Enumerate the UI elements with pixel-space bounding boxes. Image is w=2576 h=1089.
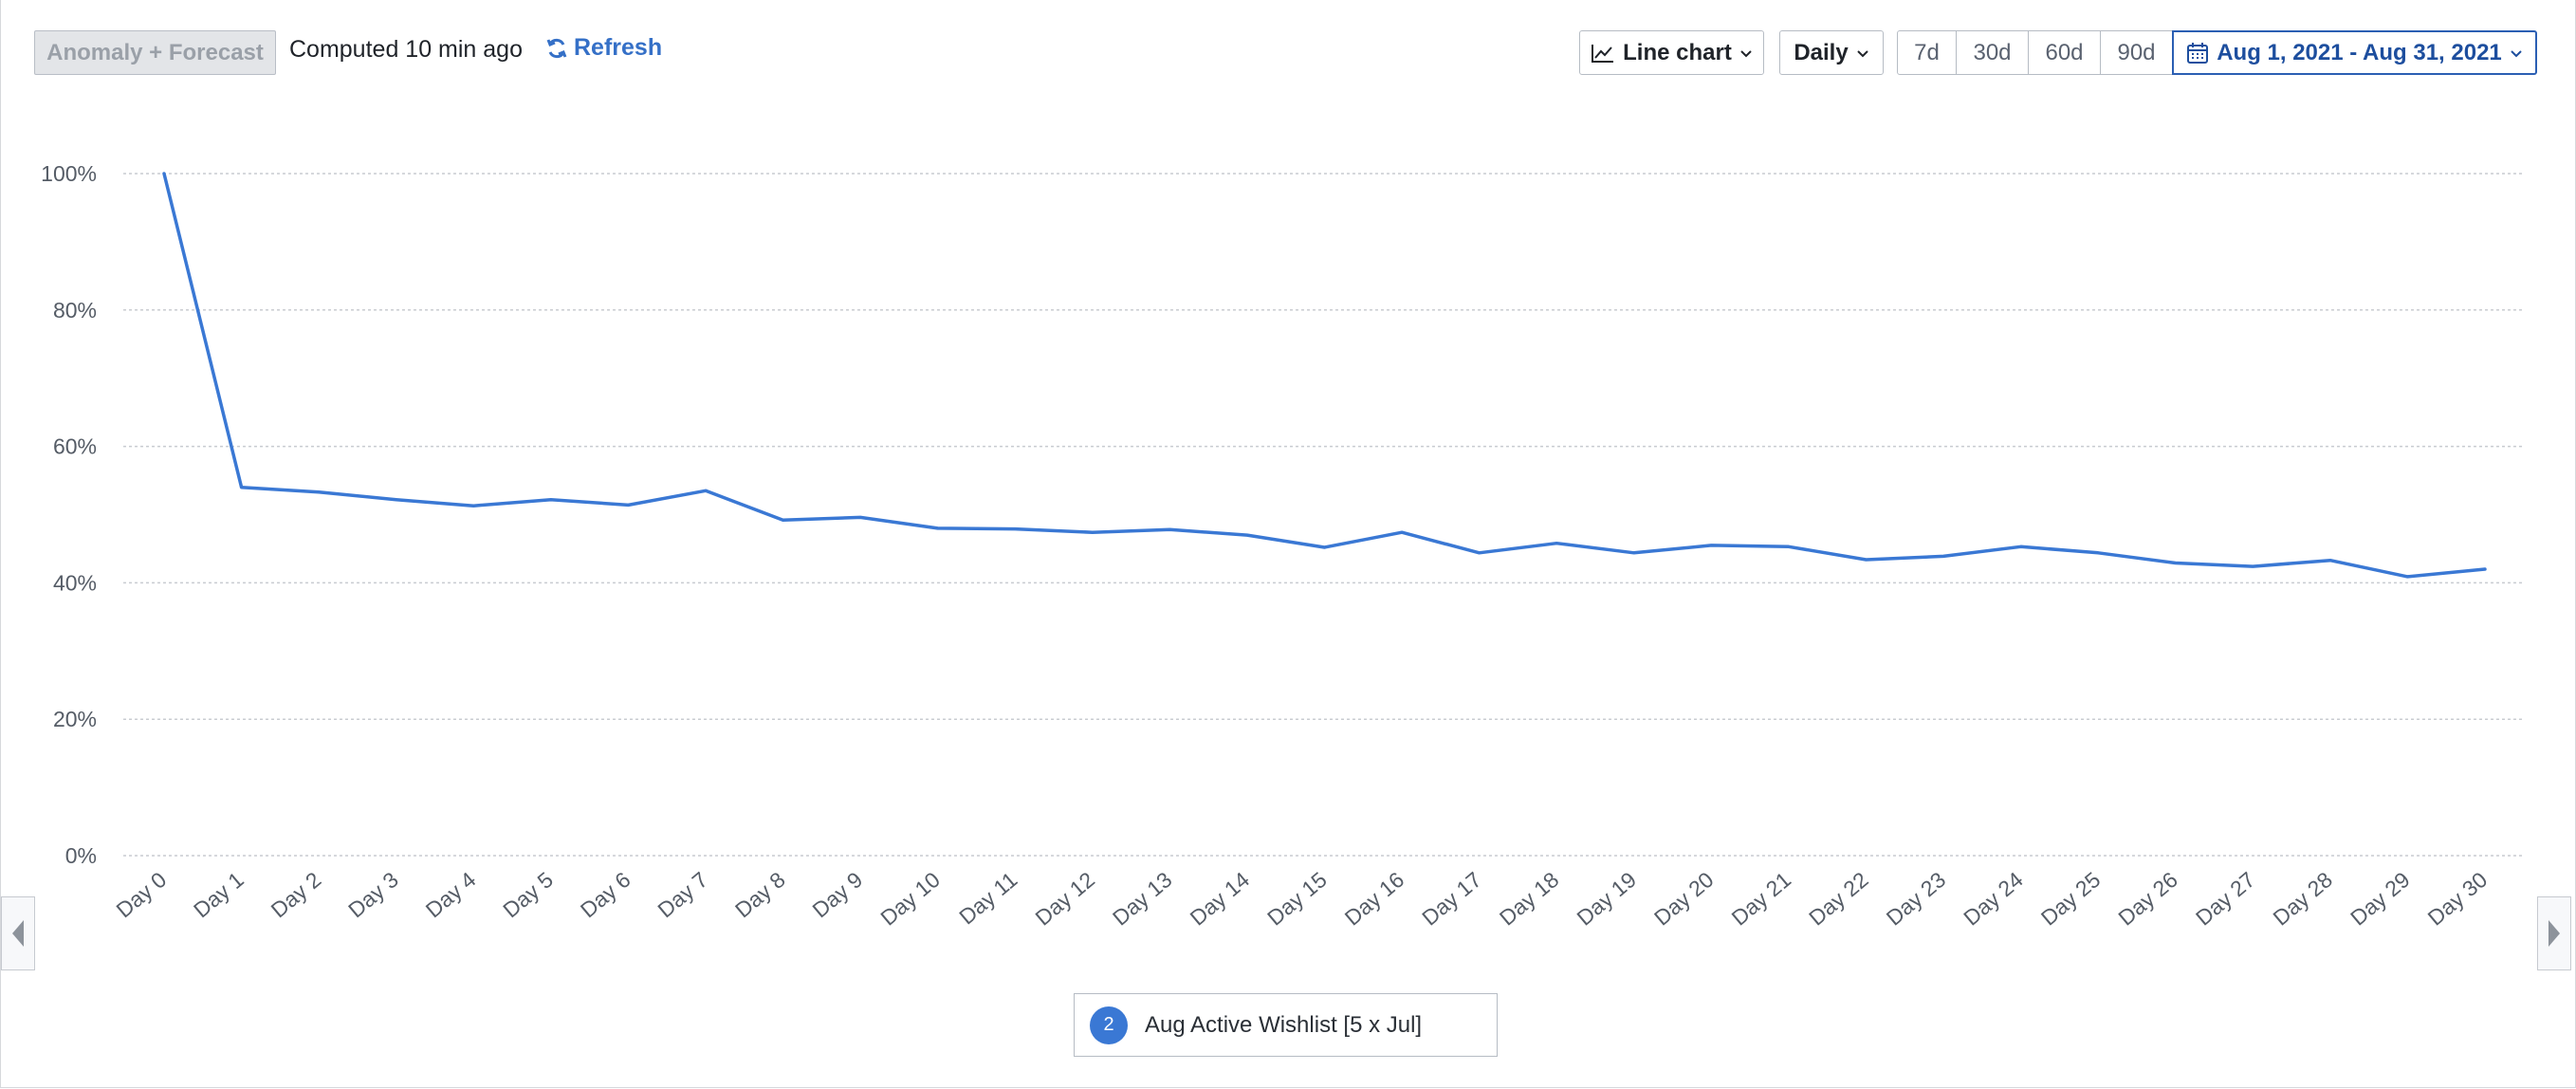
refresh-icon xyxy=(546,38,567,58)
x-tick-label: Day 9 xyxy=(808,867,868,923)
line-chart-icon xyxy=(1592,44,1614,63)
refresh-label: Refresh xyxy=(574,34,663,61)
x-tick-label: Day 12 xyxy=(1030,867,1099,931)
x-tick-label: Day 8 xyxy=(730,867,790,923)
chevron-down-icon xyxy=(1740,49,1752,57)
scroll-left-button[interactable] xyxy=(1,896,35,970)
x-tick-label: Day 7 xyxy=(653,867,712,923)
x-tick-label: Day 14 xyxy=(1186,867,1255,931)
x-tick-label: Day 5 xyxy=(498,867,558,923)
x-tick-label: Day 11 xyxy=(954,867,1021,930)
refresh-button[interactable]: Refresh xyxy=(545,34,662,62)
interval-label: Daily xyxy=(1794,39,1849,65)
caret-right-icon xyxy=(2548,920,2560,947)
anomaly-forecast-button[interactable]: Anomaly + Forecast xyxy=(34,30,276,75)
chevron-down-icon xyxy=(1856,49,1868,57)
x-tick-label: Day 25 xyxy=(2036,867,2106,931)
y-tick-label: 80% xyxy=(53,298,97,323)
x-tick-label: Day 18 xyxy=(1495,867,1564,931)
x-tick-label: Day 6 xyxy=(576,867,635,923)
x-tick-label: Day 30 xyxy=(2423,867,2493,931)
chevron-down-icon xyxy=(2511,49,2522,57)
x-tick-label: Day 23 xyxy=(1882,867,1951,931)
y-tick-label: 0% xyxy=(65,843,97,868)
interval-dropdown[interactable]: Daily xyxy=(1779,30,1884,75)
x-tick-label: Day 15 xyxy=(1262,867,1332,931)
series-badge: 2 xyxy=(1090,1006,1128,1044)
x-tick-label: Day 0 xyxy=(111,867,171,923)
x-tick-label: Day 4 xyxy=(421,867,481,923)
range-30d-button[interactable]: 30d xyxy=(1956,30,2029,75)
computed-status: Computed 10 min ago xyxy=(289,36,523,63)
x-tick-label: Day 29 xyxy=(2346,867,2415,931)
x-tick-label: Day 1 xyxy=(189,867,248,923)
scroll-right-button[interactable] xyxy=(2537,896,2571,970)
date-range-label: Aug 1, 2021 - Aug 31, 2021 xyxy=(2217,39,2502,65)
date-range-picker[interactable]: Aug 1, 2021 - Aug 31, 2021 xyxy=(2172,30,2537,75)
x-tick-label: Day 24 xyxy=(1959,867,2028,931)
chart-type-dropdown[interactable]: Line chart xyxy=(1579,30,1764,75)
legend-label: Aug Active Wishlist [5 x Jul] xyxy=(1145,1011,1423,1038)
range-selector: 7d 30d 60d 90d Aug 1, 2021 - Aug 31, 202… xyxy=(1897,30,2537,75)
x-tick-label: Day 3 xyxy=(343,867,403,923)
x-tick-label: Day 27 xyxy=(2191,867,2260,931)
range-60d-button[interactable]: 60d xyxy=(2028,30,2101,75)
x-tick-label: Day 10 xyxy=(875,867,945,931)
y-tick-label: 20% xyxy=(53,707,97,731)
chart-type-label: Line chart xyxy=(1623,39,1732,65)
calendar-icon xyxy=(2187,42,2209,64)
x-tick-label: Day 28 xyxy=(2269,867,2338,931)
x-tick-label: Day 20 xyxy=(1649,867,1719,931)
series-line xyxy=(162,172,2487,579)
y-tick-label: 40% xyxy=(53,570,97,595)
range-7d-button[interactable]: 7d xyxy=(1897,30,1957,75)
x-tick-label: Day 21 xyxy=(1727,867,1796,931)
y-tick-label: 60% xyxy=(53,434,97,459)
x-tick-label: Day 16 xyxy=(1340,867,1409,931)
x-tick-label: Day 13 xyxy=(1108,867,1177,931)
x-tick-label: Day 22 xyxy=(1804,867,1873,931)
caret-left-icon xyxy=(12,920,24,947)
x-tick-label: Day 26 xyxy=(2113,867,2182,931)
legend-item[interactable]: 2 Aug Active Wishlist [5 x Jul] xyxy=(1074,993,1498,1057)
y-tick-label: 100% xyxy=(41,161,97,186)
x-tick-label: Day 17 xyxy=(1417,867,1486,931)
x-tick-label: Day 19 xyxy=(1572,867,1641,931)
x-tick-label: Day 2 xyxy=(267,867,326,923)
range-90d-button[interactable]: 90d xyxy=(2100,30,2173,75)
